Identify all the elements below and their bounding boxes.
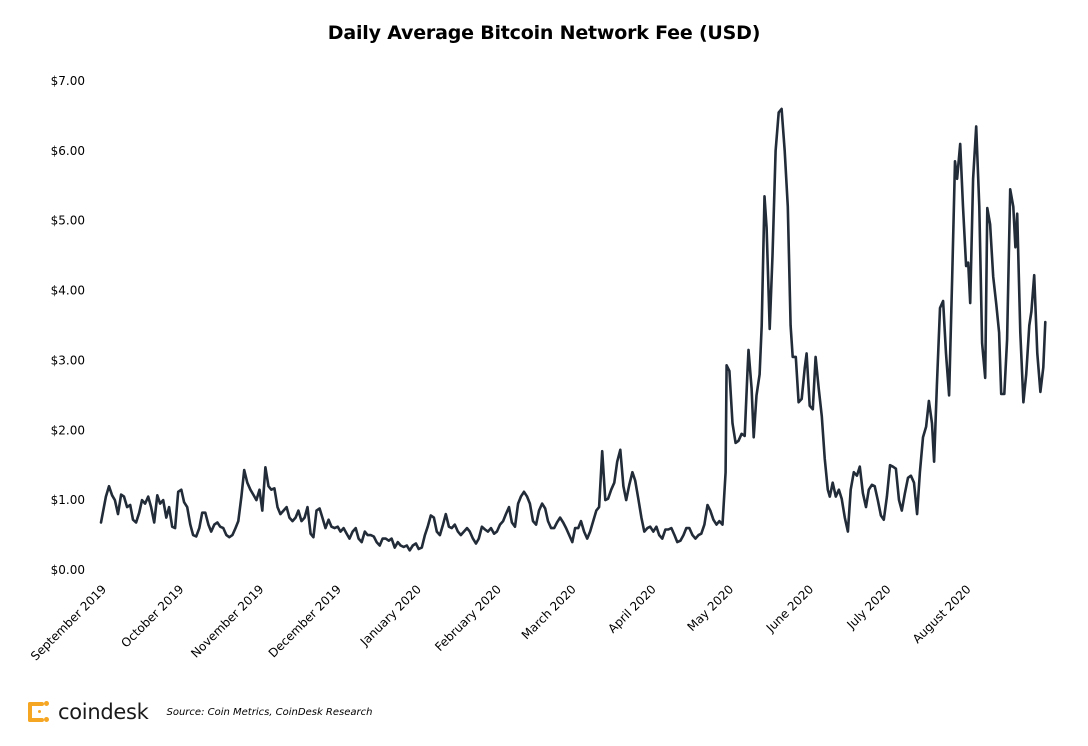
x-tick-label: August 2020 (910, 582, 974, 646)
y-tick-label: $6.00 (51, 144, 85, 158)
y-tick-label: $0.00 (51, 563, 85, 577)
y-tick-label: $1.00 (51, 493, 85, 507)
x-tick-label: March 2020 (519, 582, 579, 642)
plot-area (99, 107, 1047, 552)
y-tick-label: $5.00 (51, 214, 85, 228)
x-axis: September 2019 October 2019 November 2019 D… (28, 582, 974, 663)
footer: coindesk Source: Coin Metrics, CoinDesk … (28, 696, 372, 728)
source-note: Source: Coin Metrics, CoinDesk Research (166, 706, 373, 718)
x-tick-label: December 2019 (266, 582, 344, 660)
y-tick-label: $3.00 (51, 353, 85, 367)
series-line-fee (99, 107, 1047, 552)
x-tick-label: January 2020 (357, 582, 424, 649)
x-tick-label: July 2020 (844, 582, 894, 632)
y-tick-label: $7.00 (51, 74, 85, 88)
chart-title: Daily Average Bitcoin Network Fee (USD) (327, 22, 761, 44)
y-tick-label: $4.00 (51, 284, 85, 298)
x-tick-label: September 2019 (28, 582, 109, 663)
y-tick-label: $2.00 (51, 423, 85, 437)
x-tick-label: October 2019 (118, 582, 186, 650)
x-tick-label: May 2020 (685, 582, 737, 634)
x-tick-label: April 2020 (605, 582, 659, 636)
y-axis: $0.00 $1.00 $2.00 $3.00 $4.00 $5.00 $6.00 $7.00 (51, 74, 85, 577)
x-tick-label: November 2019 (188, 582, 266, 660)
coindesk-logo-icon (28, 701, 50, 723)
x-tick-label: June 2020 (763, 582, 816, 635)
x-tick-label: February 2020 (432, 582, 504, 654)
coindesk-logo-text: coindesk (58, 700, 149, 724)
